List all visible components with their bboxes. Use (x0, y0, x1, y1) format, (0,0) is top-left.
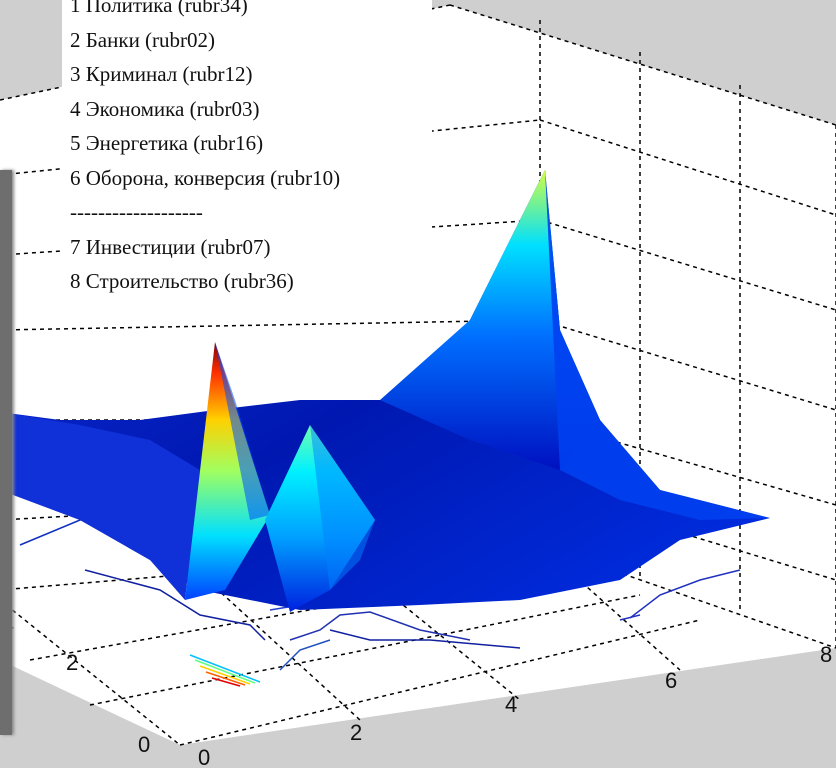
legend-entry: 1 Политика (rubr34) (70, 0, 248, 17)
floor-panel (0, 545, 836, 745)
x-axis-ticks: 0 2 4 6 8 (198, 642, 832, 768)
legend-entry: 6 Оборона, конверсия (rubr10) (70, 165, 341, 190)
legend-entry: 2 Банки (rubr02) (70, 27, 216, 52)
x-tick: 4 (505, 692, 517, 717)
x-tick: 2 (350, 720, 362, 745)
legend-entry: 5 Энергетика (rubr16) (70, 131, 264, 155)
legend-entry: 4 Экономика (rubr03) (70, 96, 260, 121)
legend-entry: 8 Строительство (rubr36) (70, 269, 294, 293)
legend-separator: ------------------- (70, 200, 203, 224)
contour-lines (19, 509, 741, 687)
y-tick: 0 (138, 732, 150, 757)
legend-box: 1 Политика (rubr34) 2 Банки (rubr02) 3 К… (62, 0, 432, 293)
y-tick: 2 (66, 650, 78, 675)
window-edge (0, 170, 12, 735)
surface-mesh (0, 170, 770, 612)
x-tick: 8 (820, 642, 832, 667)
legend-entry: 7 Инвестиции (rubr07) (70, 234, 271, 259)
x-tick: 6 (665, 668, 677, 693)
x-tick: 0 (198, 745, 210, 768)
legend-entry: 3 Криминал (rubr12) (70, 62, 253, 86)
